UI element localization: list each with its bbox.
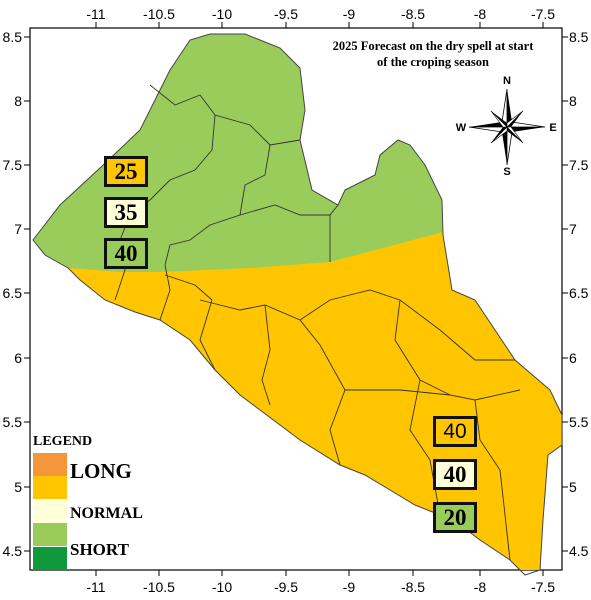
legend-swatch-1: [33, 476, 67, 499]
y-tick-labels-right: 8.5 8 7.5 7 6.5 6 5.5 5 4.5: [569, 29, 589, 559]
prob-box-southeast-normal: 40: [433, 459, 477, 490]
legend-swatch-2: [33, 500, 67, 523]
x-tick-label: -9.5: [274, 579, 298, 595]
x-tick-label: -8.5: [401, 579, 425, 595]
compass-rose-icon: [468, 88, 546, 166]
y-tick-label: 5.5: [569, 414, 589, 430]
prob-box-northwest-above: 25: [104, 156, 148, 187]
y-tick-labels-left: 8.5 8 7.5 7 6.5 6 5.5 5 4.5: [3, 29, 23, 559]
prob-value: 40: [443, 461, 467, 487]
country-outline: [32, 33, 563, 576]
x-tick-label: -9: [343, 6, 356, 22]
y-tick-label: 8.5: [3, 29, 23, 45]
y-tick-label: 7: [14, 221, 22, 237]
prob-box-northwest-normal: 35: [104, 197, 148, 228]
x-tick-labels-bottom: -11 -10.5 -10 -9.5 -9 -8.5 -8 -7.5: [86, 579, 555, 595]
y-tick-label: 8: [569, 93, 577, 109]
x-tick-label: -8: [474, 6, 487, 22]
x-tick-label: -10: [212, 6, 232, 22]
y-tick-label: 4.5: [3, 543, 23, 559]
legend-swatch-3: [33, 523, 67, 546]
x-tick-label: -10: [212, 579, 232, 595]
legend-label-normal: NORMAL: [70, 505, 143, 522]
x-tick-label: -9.5: [274, 6, 298, 22]
y-tick-label: 6.5: [569, 285, 589, 301]
legend-label-long: LONG: [70, 459, 132, 483]
prob-box-northwest-below: 40: [104, 238, 148, 269]
y-tick-label: 8: [14, 93, 22, 109]
compass-east-label: E: [549, 122, 556, 134]
legend-title: LEGEND: [33, 434, 93, 449]
y-tick-label: 5: [14, 479, 22, 495]
prob-value: 20: [443, 504, 467, 530]
x-tick-label: -9: [343, 579, 356, 595]
x-tick-label: -11: [86, 579, 105, 595]
y-tick-label: 6: [14, 350, 22, 366]
y-tick-label: 4.5: [569, 543, 589, 559]
x-tick-label: -11: [86, 6, 105, 22]
tick-marks: [24, 22, 568, 576]
compass-north-label: N: [503, 75, 511, 87]
map-title-line1: 2025 Forecast on the dry spell at start: [333, 39, 535, 53]
legend-swatch-4: [33, 547, 67, 570]
y-tick-label: 6: [569, 350, 577, 366]
x-tick-label: -7.5: [531, 6, 555, 22]
y-tick-label: 7.5: [569, 157, 589, 173]
prob-value: 40: [114, 240, 138, 266]
prob-box-southeast-below: 20: [433, 502, 477, 533]
y-tick-label: 5.5: [3, 414, 23, 430]
x-tick-label: -10.5: [143, 579, 175, 595]
prob-value: 25: [114, 158, 138, 184]
y-tick-label: 7.5: [3, 157, 23, 173]
compass-west-label: W: [456, 122, 467, 134]
map-title-line2: of the croping season: [377, 55, 489, 69]
y-tick-label: 8.5: [569, 29, 589, 45]
compass-south-label: S: [503, 166, 510, 178]
prob-value: 35: [114, 199, 138, 225]
prob-box-southeast-above: 40: [433, 416, 477, 447]
x-tick-labels-top: -11 -10.5 -10 -9.5 -9 -8.5 -8 -7.5: [86, 6, 555, 22]
legend-label-short: SHORT: [70, 540, 129, 559]
x-tick-label: -8.5: [401, 6, 425, 22]
prob-value: 40: [443, 419, 467, 443]
y-tick-label: 7: [569, 221, 577, 237]
x-tick-label: -7.5: [531, 579, 555, 595]
y-tick-label: 5: [569, 479, 577, 495]
x-tick-label: -10.5: [143, 6, 175, 22]
legend-swatch-0: [33, 453, 67, 476]
x-tick-label: -8: [474, 579, 487, 595]
y-tick-label: 6.5: [3, 285, 23, 301]
